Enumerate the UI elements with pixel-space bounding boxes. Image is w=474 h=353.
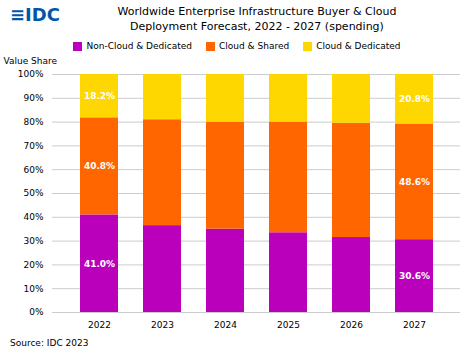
html-text:Cloud & Dedicated: Cloud & Dedicated (316, 41, 401, 51)
svg-text:60%: 60% (23, 165, 43, 175)
svg-text:41.0%: 41.0% (84, 259, 115, 269)
svg-text:2025: 2025 (277, 320, 300, 330)
html-text:Source: IDC 2023: Source: IDC 2023 (10, 338, 89, 348)
svg-text:70%: 70% (23, 141, 43, 151)
html-text:Worldwide Enterprise Infrastru: Worldwide Enterprise Infrastructure Buye… (117, 5, 397, 18)
svg-text:2024: 2024 (214, 320, 237, 330)
svg-text:2023: 2023 (151, 320, 174, 330)
svg-text:40%: 40% (23, 212, 43, 222)
svg-text:0%: 0% (29, 307, 44, 317)
svg-text:90%: 90% (23, 93, 43, 103)
svg-text:2027: 2027 (403, 320, 426, 330)
html-text:≡IDC: ≡IDC (10, 4, 60, 25)
svg-text:50%: 50% (23, 188, 43, 198)
svg-text:40.8%: 40.8% (84, 161, 115, 171)
svg-text:20.8%: 20.8% (399, 94, 430, 104)
svg-text:Value Share: Value Share (4, 56, 58, 66)
svg-text:100%: 100% (18, 69, 44, 79)
html-text:Deployment Forecast, 2022 - 20: Deployment Forecast, 2022 - 2027 (spendi… (130, 20, 384, 33)
svg-text:20%: 20% (23, 260, 43, 270)
svg-text:2026: 2026 (340, 320, 363, 330)
html-text:Non-Cloud & Dedicated: Non-Cloud & Dedicated (86, 41, 192, 51)
svg-text:48.6%: 48.6% (399, 177, 430, 187)
svg-text:30.6%: 30.6% (399, 271, 430, 281)
svg-text:2022: 2022 (88, 320, 111, 330)
html-text:Cloud & Shared: Cloud & Shared (219, 41, 290, 51)
svg-text:80%: 80% (23, 117, 43, 127)
svg-text:18.2%: 18.2% (84, 91, 115, 101)
svg-text:10%: 10% (23, 284, 43, 294)
svg-text:30%: 30% (23, 236, 43, 246)
